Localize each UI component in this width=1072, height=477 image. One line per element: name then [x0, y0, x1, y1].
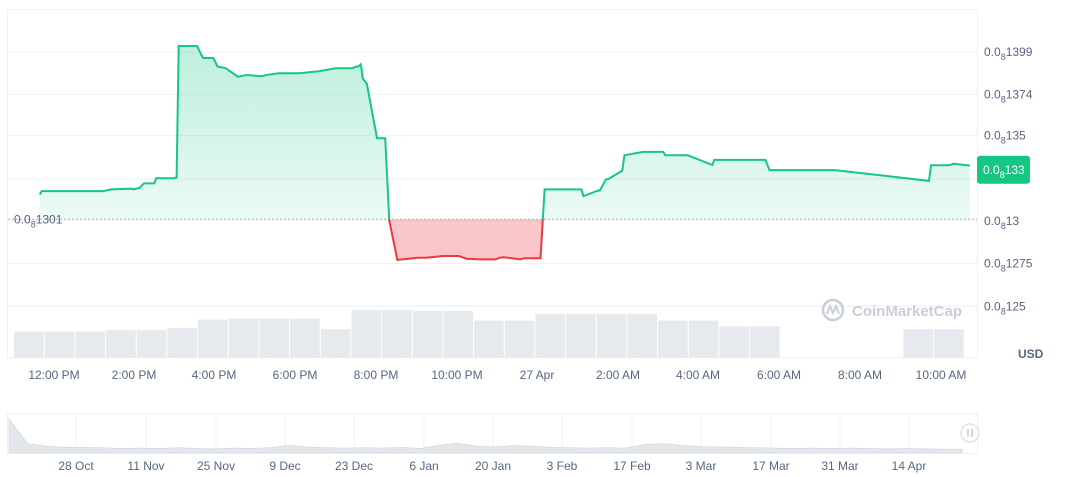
navigator-tick-label: 6 Jan — [409, 459, 438, 473]
y-tick-label: 0.08135 — [984, 129, 1026, 146]
x-tick-label: 8:00 AM — [838, 368, 882, 382]
navigator-tick-label: 20 Jan — [475, 459, 511, 473]
volume-bar — [44, 331, 75, 358]
current-price-badge-bg — [977, 155, 1030, 184]
volume-bar — [596, 313, 627, 358]
navigator-tick-label: 11 Nov — [127, 459, 164, 473]
volume-bar — [382, 310, 412, 358]
coinmarketcap-logo-icon — [821, 298, 845, 322]
volume-bar — [259, 318, 290, 358]
volume-bar — [535, 313, 566, 358]
volume-bar — [658, 320, 688, 358]
y-tick-label: 0.08125 — [984, 299, 1026, 316]
x-tick-label: 6:00 PM — [273, 368, 318, 382]
watermark-text: CoinMarketCap — [852, 303, 962, 320]
current-price-label: 0.08133 — [983, 163, 1025, 180]
navigator-area — [8, 417, 963, 454]
y-tick-label: 0.081399 — [984, 45, 1033, 62]
volume-bar — [75, 331, 106, 358]
currency-label: USD — [1018, 347, 1044, 361]
current-price-badge: 0.08133 — [977, 155, 1030, 184]
x-tick-label: 8:00 PM — [354, 368, 399, 382]
volume-bar — [719, 326, 750, 358]
y-tick-label: 0.081374 — [984, 88, 1033, 105]
x-tick-label: 12:00 PM — [28, 368, 79, 382]
navigator-tick-label: 25 Nov — [197, 459, 235, 473]
x-tick-label: 4:00 AM — [676, 368, 720, 382]
volume-bar — [504, 320, 535, 358]
grid-lines — [8, 51, 977, 307]
navigator-tick-label: 31 Mar — [821, 459, 858, 473]
price-areas — [39, 46, 970, 260]
price-lines — [38, 45, 971, 261]
navigator-tick-label: 17 Feb — [613, 459, 651, 473]
y-tick-label: 0.081275 — [984, 257, 1033, 274]
volume-bar — [443, 310, 474, 358]
volume-bar — [167, 328, 198, 358]
x-tick-label: 4:00 PM — [192, 368, 237, 382]
volume-bar — [412, 310, 443, 358]
navigator-tick-label: 3 Mar — [686, 459, 717, 473]
navigator-tick-label: 17 Mar — [752, 459, 789, 473]
navigator-tick-label: 9 Dec — [269, 459, 300, 473]
volume-bar — [106, 330, 136, 358]
y-tick-label: 0.0813 — [984, 214, 1019, 231]
navigator-tick-label: 23 Dec — [335, 459, 373, 473]
x-tick-label: 2:00 PM — [112, 368, 157, 382]
volume-bar — [14, 331, 44, 358]
price-area-up — [39, 46, 970, 220]
volume-bar — [320, 329, 351, 358]
x-tick-label: 2:00 AM — [596, 368, 640, 382]
volume-bar — [136, 330, 167, 358]
volume-bar — [934, 329, 964, 358]
y-axis-ticks: 0.081399 0.081374 0.08135 0.0813 0.081275 0.0… — [984, 45, 1033, 316]
x-tick-label: 27 Apr — [520, 368, 555, 382]
volume-bar — [903, 329, 934, 358]
x-tick-label: 10:00 PM — [431, 368, 482, 382]
navigator-x-ticks: 28 Oct 11 Nov 25 Nov 9 Dec 23 Dec 6 Jan 20 Jan… — [58, 459, 926, 473]
baseline-label: 0.081301 — [14, 212, 63, 229]
volume-bar — [351, 310, 382, 358]
grip-icon — [967, 429, 973, 437]
volume-bar — [627, 313, 658, 358]
x-tick-label: 10:00 AM — [916, 368, 967, 382]
navigator-tick-label: 28 Oct — [58, 459, 94, 473]
price-area-down — [39, 219, 970, 260]
volume-bar — [290, 318, 320, 358]
x-axis-ticks: 12:00 PM 2:00 PM 4:00 PM 6:00 PM 8:00 PM 10:0… — [28, 368, 966, 382]
coinmarketcap-watermark: CoinMarketCap — [821, 298, 962, 322]
price-line-up — [38, 45, 971, 220]
volume-bar — [566, 313, 596, 358]
volume-bar — [750, 326, 780, 358]
navigator-handle[interactable] — [960, 423, 980, 443]
volume-bars — [14, 310, 964, 358]
navigator-tick-label: 14 Apr — [892, 459, 927, 473]
price-line-down — [388, 219, 544, 261]
volume-bar — [198, 319, 228, 358]
x-tick-label: 6:00 AM — [757, 368, 801, 382]
volume-bar — [688, 320, 719, 358]
navigator-tick-label: 3 Feb — [547, 459, 578, 473]
range-navigator[interactable]: 28 Oct 11 Nov 25 Nov 9 Dec 23 Dec 6 Jan 20 Jan… — [7, 413, 980, 474]
volume-bar — [474, 320, 504, 358]
volume-bar — [228, 318, 259, 358]
